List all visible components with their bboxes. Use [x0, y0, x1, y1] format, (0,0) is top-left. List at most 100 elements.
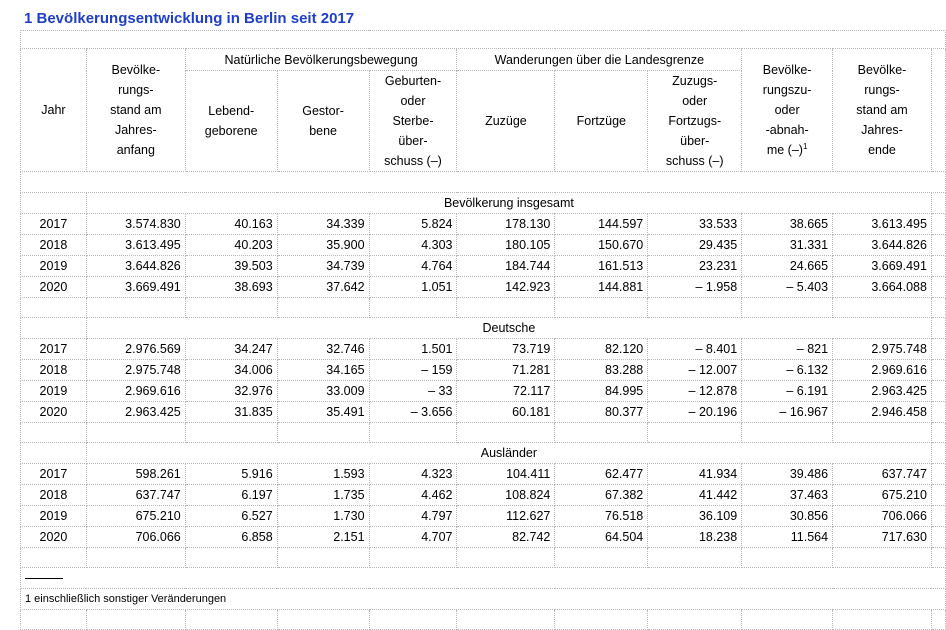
value-cell: 29.435 — [647, 234, 743, 256]
population-table: Jahr Bevölke-rungs-stand am Jahres-anfang… — [20, 30, 946, 630]
value-cell: 2.969.616 — [832, 359, 932, 381]
value-cell: 108.824 — [456, 484, 556, 506]
value-cell: 3.613.495 — [85, 234, 186, 256]
value-cell: 82.742 — [456, 526, 556, 548]
value-cell: 41.934 — [647, 463, 743, 485]
section-header-row: Deutsche — [20, 317, 946, 339]
value-cell: 3.644.826 — [832, 234, 932, 256]
value-cell: 3.613.495 — [832, 213, 932, 235]
table-row: 2019 675.210 6.527 1.730 4.797 112.627 76.518 3… — [20, 505, 946, 527]
spacer-row — [20, 422, 946, 443]
value-cell: 142.923 — [456, 276, 556, 298]
value-cell: 1.051 — [368, 276, 458, 298]
value-cell: – 33 — [368, 380, 458, 402]
value-cell: – 1.958 — [647, 276, 743, 298]
table-row: 2018 3.613.495 40.203 35.900 4.303 180.105 150… — [20, 234, 946, 256]
value-cell: 1.735 — [276, 484, 370, 506]
section-label: Ausländer — [85, 442, 932, 464]
value-cell: 34.165 — [276, 359, 370, 381]
value-cell: 31.835 — [184, 401, 278, 423]
value-cell: 39.486 — [741, 463, 834, 485]
value-cell: – 20.196 — [647, 401, 743, 423]
value-cell: 144.597 — [554, 213, 649, 235]
value-cell: 3.664.088 — [832, 276, 932, 298]
value-cell: 2.946.458 — [832, 401, 932, 423]
year-cell: 2018 — [20, 359, 87, 381]
value-cell: 6.527 — [184, 505, 278, 527]
year-cell: 2017 — [20, 463, 87, 485]
table-row: 2020 3.669.491 38.693 37.642 1.051 142.923 144… — [20, 276, 946, 298]
value-cell: 637.747 — [85, 484, 186, 506]
value-cell: 4.303 — [368, 234, 458, 256]
value-cell: 637.747 — [832, 463, 932, 485]
value-cell: 73.719 — [456, 338, 556, 360]
value-cell: 34.339 — [276, 213, 370, 235]
table-row: 2020 706.066 6.858 2.151 4.707 82.742 64.504 18… — [20, 526, 946, 548]
year-cell: 2017 — [20, 213, 87, 235]
value-cell: 112.627 — [456, 505, 556, 527]
value-cell: 4.764 — [368, 255, 458, 277]
value-cell: 62.477 — [554, 463, 649, 485]
table-row: 2018 2.975.748 34.006 34.165– 159 71.281 83.2… — [20, 359, 946, 381]
footnote-rule-row — [20, 567, 946, 589]
value-cell: – 12.878 — [647, 380, 743, 402]
value-cell: 40.163 — [184, 213, 278, 235]
header-zu-abnahme: Bevölke-rungszu-oder -abnah-me (–)1 — [741, 48, 834, 172]
year-cell: 2018 — [20, 234, 87, 256]
header-wanderungen: Wanderungen über die Landesgrenze — [456, 48, 743, 71]
spacer-row — [20, 30, 946, 49]
value-cell: 84.995 — [554, 380, 649, 402]
value-cell: 67.382 — [554, 484, 649, 506]
value-cell: 41.442 — [647, 484, 743, 506]
value-cell: – 8.401 — [647, 338, 743, 360]
spacer-row — [20, 171, 946, 193]
table-row: 2017 598.261 5.916 1.593 4.323 104.411 62.477 4… — [20, 463, 946, 485]
section-label: Bevölkerung insgesamt — [85, 192, 932, 214]
year-cell: 2020 — [20, 276, 87, 298]
year-cell: 2020 — [20, 401, 87, 423]
value-cell: 4.797 — [368, 505, 458, 527]
value-cell: 34.247 — [184, 338, 278, 360]
value-cell: 36.109 — [647, 505, 743, 527]
header-stand-anfang: Bevölke-rungs-stand am Jahres-anfang — [85, 48, 186, 172]
value-cell: 40.203 — [184, 234, 278, 256]
year-cell: 2017 — [20, 338, 87, 360]
value-cell: 35.900 — [276, 234, 370, 256]
value-cell: 2.963.425 — [832, 380, 932, 402]
spacer-row — [20, 547, 946, 568]
value-cell: 37.463 — [741, 484, 834, 506]
value-cell: 144.881 — [554, 276, 649, 298]
value-cell: 71.281 — [456, 359, 556, 381]
value-cell: 2.975.748 — [832, 338, 932, 360]
header-gestorben: Gestor-bene — [276, 70, 370, 172]
value-cell: 38.693 — [184, 276, 278, 298]
section-label: Deutsche — [85, 317, 932, 339]
value-cell: – 6.191 — [741, 380, 834, 402]
value-cell: 11.564 — [741, 526, 834, 548]
header-geburten-sterbe: Geburten-oder Sterbe-über-schuss (–) — [368, 70, 458, 172]
value-cell: 39.503 — [184, 255, 278, 277]
value-cell: 64.504 — [554, 526, 649, 548]
value-cell: 706.066 — [85, 526, 186, 548]
value-cell: 31.331 — [741, 234, 834, 256]
section-header-row: Bevölkerung insgesamt — [20, 192, 946, 214]
value-cell: 4.707 — [368, 526, 458, 548]
value-cell: – 6.132 — [741, 359, 834, 381]
value-cell: 23.231 — [647, 255, 743, 277]
header-fortzuege: Fortzüge — [554, 70, 649, 172]
header-zuzuege: Zuzüge — [456, 70, 556, 172]
value-cell: 3.574.830 — [85, 213, 186, 235]
value-cell: 76.518 — [554, 505, 649, 527]
year-cell: 2019 — [20, 380, 87, 402]
value-cell: 150.670 — [554, 234, 649, 256]
table-row: 2020 2.963.425 31.835 35.491– 3.656 60.181 80… — [20, 401, 946, 423]
value-cell: 37.642 — [276, 276, 370, 298]
value-cell: 6.858 — [184, 526, 278, 548]
page-title: 1 Bevölkerungsentwicklung in Berlin seit… — [24, 10, 355, 27]
value-cell: 161.513 — [554, 255, 649, 277]
value-cell: 34.006 — [184, 359, 278, 381]
value-cell: 1.501 — [368, 338, 458, 360]
footnote-rule — [25, 578, 63, 580]
value-cell: 35.491 — [276, 401, 370, 423]
header-lebend: Lebend-geborene — [184, 70, 278, 172]
